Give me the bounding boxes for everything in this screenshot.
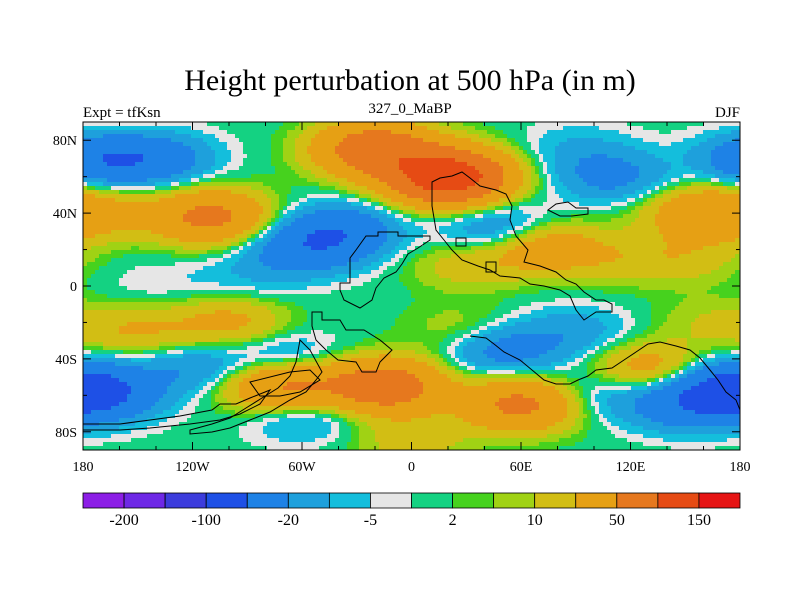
- colorbar-label: -20: [278, 512, 299, 529]
- australia-outline: [455, 237, 497, 273]
- scandinavia-outline: [547, 201, 589, 217]
- colorbar-swatch: [534, 492, 577, 509]
- colorbar-label: -100: [192, 512, 221, 529]
- y-tick-label: 0: [70, 280, 77, 295]
- x-axis: 180 120W 60W 0 60E 120E 180: [73, 122, 751, 475]
- colorbar-label: -200: [109, 512, 138, 529]
- y-tick-label: 80S: [55, 426, 77, 441]
- y-tick-label: 80N: [53, 134, 77, 149]
- colorbar-swatch: [493, 492, 536, 509]
- x-tick-label: 120E: [616, 460, 646, 475]
- x-tick-label: 180: [730, 460, 751, 475]
- colorbar-swatch: [616, 492, 659, 509]
- colorbar-label: 2: [449, 512, 457, 529]
- eurasia-outline: [431, 171, 613, 321]
- x-tick-label: 180: [73, 460, 94, 475]
- colorbar-swatch: [657, 492, 700, 509]
- y-axis: 80N 40N 0 40S 80S: [53, 134, 740, 441]
- colorbar-swatch: [287, 492, 330, 509]
- colorbar-swatch: [698, 492, 741, 509]
- chart-title: Height perturbation at 500 hPa (in m): [184, 64, 636, 97]
- subtitle-center: 327_0_MaBP: [368, 101, 451, 117]
- central-america-outline: [311, 311, 393, 373]
- subtitle-left: Expt = tfKsn: [83, 105, 161, 121]
- x-tick-label: 0: [408, 460, 415, 475]
- x-tick-label: 60W: [288, 460, 316, 475]
- colorbar-swatch: [123, 492, 166, 509]
- colorbar-swatch: [411, 492, 453, 509]
- colorbar-swatch: [370, 492, 412, 509]
- colorbar: [82, 492, 741, 509]
- height-field: [83, 122, 740, 450]
- colorbar-swatch: [328, 492, 371, 509]
- y-tick-label: 40N: [53, 207, 77, 222]
- colorbar-swatch: [205, 492, 248, 509]
- colorbar-label: -5: [364, 512, 377, 529]
- colorbar-labels: -200 -100 -20 -5 2 10 50 150: [109, 512, 711, 529]
- greenland-outline: [249, 369, 321, 397]
- colorbar-swatch: [452, 492, 495, 509]
- colorbar-swatch: [575, 492, 618, 509]
- alaska-outline: [83, 388, 272, 431]
- y-tick-label: 40S: [55, 353, 77, 368]
- south-america-outline: [339, 231, 431, 309]
- north-america-outline: [189, 338, 323, 435]
- x-tick-label: 60E: [510, 460, 533, 475]
- colorbar-label: 150: [687, 512, 711, 529]
- colorbar-swatch: [246, 492, 289, 509]
- colorbar-swatch: [164, 492, 207, 509]
- colorbar-swatch: [82, 492, 125, 509]
- africa-outline: [469, 335, 740, 411]
- x-tick-label: 120W: [175, 460, 210, 475]
- colorbar-label: 10: [527, 512, 543, 529]
- continent-outlines: [83, 171, 740, 435]
- colorbar-label: 50: [609, 512, 625, 529]
- subtitle-right: DJF: [715, 105, 740, 121]
